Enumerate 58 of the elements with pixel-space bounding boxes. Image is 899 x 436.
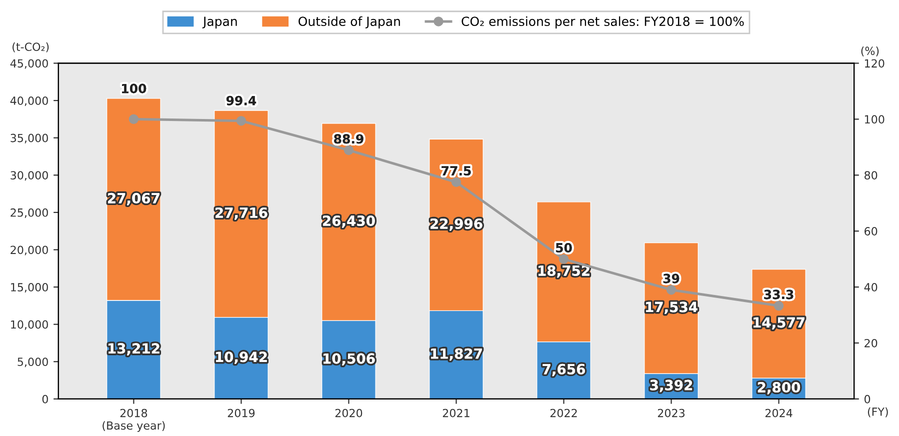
y-tick-label: 20,000 [10, 246, 48, 256]
y-tick-label: 35,000 [10, 134, 48, 144]
x-tick-label: 2021 [442, 408, 470, 418]
data-label: 11,827 [431, 348, 482, 361]
point [451, 177, 462, 187]
legend-label: Japan [202, 16, 237, 28]
x-tick-label: 2020 [335, 408, 362, 418]
point [344, 145, 354, 156]
y2-tick-label: 20 [864, 338, 878, 348]
y2-tick-label: 100 [864, 115, 884, 124]
data-label: 50 [556, 243, 572, 252]
y-tick-label: 10,000 [11, 320, 48, 330]
data-label: 39 [663, 274, 680, 284]
data-label: 22,996 [430, 218, 482, 231]
point [236, 116, 246, 126]
y2-tick-label: 0 [864, 394, 870, 404]
x-tick-label: 2024 [765, 408, 792, 418]
data-label: 2,800 [758, 382, 800, 394]
y-tick-label: 45,000 [10, 59, 48, 69]
data-label: 27,716 [216, 207, 268, 220]
legend-label: Outside of Japan [298, 16, 400, 28]
data-label: 99.4 [226, 96, 256, 106]
point [558, 254, 569, 264]
y2-tick-label: 40 [864, 283, 878, 292]
data-label: 14,577 [754, 317, 804, 330]
y-axis-title: (t-CO₂) [12, 42, 49, 52]
y-tick-label: 25,000 [10, 208, 48, 218]
y-tick-label: 5,000 [18, 358, 48, 368]
y2-tick-label: 80 [864, 171, 878, 180]
y2-tick-label: 120 [864, 59, 884, 68]
data-label: 7,656 [542, 364, 585, 376]
data-label: 100 [122, 84, 146, 94]
data-label: 10,942 [216, 352, 267, 364]
point [128, 114, 139, 124]
point [666, 284, 676, 295]
data-label: 17,534 [646, 302, 698, 314]
x-axis-title: (FY) [868, 407, 888, 418]
data-label: 77.5 [442, 166, 471, 176]
y-tick-label: 0 [42, 394, 48, 404]
data-label: 10,506 [323, 353, 375, 366]
data-label: 13,212 [108, 343, 160, 356]
data-label: 3,392 [650, 380, 692, 392]
data-label: 27,067 [108, 192, 160, 206]
data-label: 33.3 [764, 290, 794, 300]
x-tick-label: 2022 [550, 408, 577, 418]
data-label: 26,430 [323, 215, 375, 228]
point [774, 300, 784, 311]
y2-axis-title: (%) [861, 46, 879, 56]
x-tick-label: 2023 [658, 408, 685, 418]
x-tick-label: 2019 [228, 408, 255, 418]
y-tick-label: 15,000 [11, 283, 48, 293]
data-label: 88.9 [334, 134, 364, 144]
y-tick-label: 40,000 [10, 96, 48, 106]
x-tick-label: 2018 (Base year) [102, 408, 165, 432]
legend-label: CO₂ emissions per net sales: FY2018 = 100% [462, 16, 744, 28]
y-tick-label: 30,000 [10, 171, 48, 181]
y2-tick-label: 60 [864, 227, 878, 236]
data-label: 18,752 [538, 265, 590, 278]
